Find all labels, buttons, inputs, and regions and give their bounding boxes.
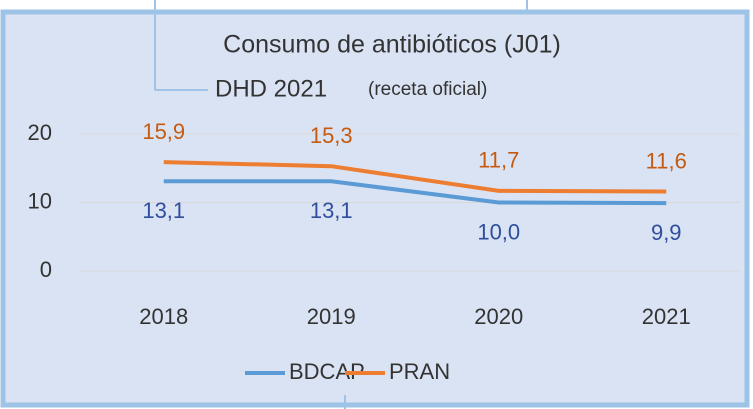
x-tick-label: 2019 <box>307 304 356 329</box>
data-label: 13,1 <box>142 198 185 223</box>
chart-subtitle-note: (receta oficial) <box>368 79 487 100</box>
chart-background <box>0 9 750 408</box>
y-tick-label: 10 <box>28 188 52 213</box>
chart-title: Consumo de antibióticos (J01) <box>223 31 561 59</box>
series-line <box>163 179 667 206</box>
data-label: 9,9 <box>651 220 682 245</box>
legend-label: PRAN <box>389 359 450 384</box>
x-tick-label: 2021 <box>642 304 691 329</box>
data-label: 15,3 <box>310 123 353 148</box>
chart-subtitle: DHD 2021 <box>215 75 327 102</box>
data-label: 11,6 <box>646 148 687 173</box>
data-label: 11,7 <box>478 148 519 173</box>
data-label: 10,0 <box>477 219 520 244</box>
data-label: 15,9 <box>142 119 185 144</box>
x-tick-label: 2020 <box>474 304 523 329</box>
y-tick-label: 20 <box>28 120 52 145</box>
series-line <box>163 160 667 194</box>
y-tick-label: 0 <box>40 257 52 282</box>
x-tick-label: 2018 <box>139 304 188 329</box>
data-label: 13,1 <box>310 198 353 223</box>
